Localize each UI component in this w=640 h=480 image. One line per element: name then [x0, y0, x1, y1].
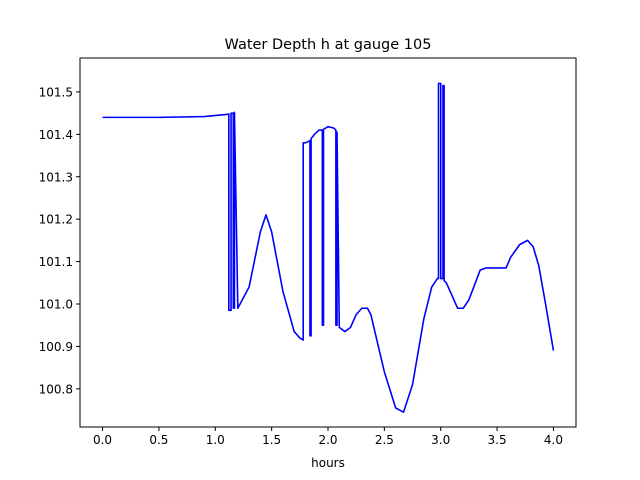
y-tick-label: 100.8	[39, 382, 73, 396]
x-tick-label: 4.0	[544, 433, 563, 447]
x-axis-label: hours	[311, 456, 345, 470]
x-tick-label: 2.5	[375, 433, 394, 447]
x-tick-label: 1.5	[262, 433, 281, 447]
x-tick-label: 1.0	[206, 433, 225, 447]
y-tick-label: 101.5	[39, 85, 73, 99]
y-tick-label: 101.4	[39, 128, 73, 142]
series-line-0	[102, 82, 555, 413]
y-axis-ticks: 100.8 100.9 101.0 101.1 101.2 101.3 101.4 101.5	[39, 85, 80, 396]
series-layer	[102, 82, 555, 413]
x-tick-label: 2.0	[318, 433, 337, 447]
y-tick-label: 101.1	[39, 255, 73, 269]
x-tick-label: 3.0	[431, 433, 450, 447]
x-tick-label: 0.5	[149, 433, 168, 447]
y-tick-label: 101.2	[39, 213, 73, 227]
y-tick-label: 100.9	[39, 340, 73, 354]
chart-title: Water Depth h at gauge 105	[225, 37, 432, 53]
x-tick-label: 0.0	[93, 433, 112, 447]
x-tick-label: 3.5	[488, 433, 507, 447]
y-tick-label: 101.3	[39, 170, 73, 184]
y-tick-label: 101.0	[39, 298, 73, 312]
x-axis-ticks: 0.0 0.5 1.0 1.5 2.0 2.5 3.0 3.5 4.0	[93, 427, 563, 447]
